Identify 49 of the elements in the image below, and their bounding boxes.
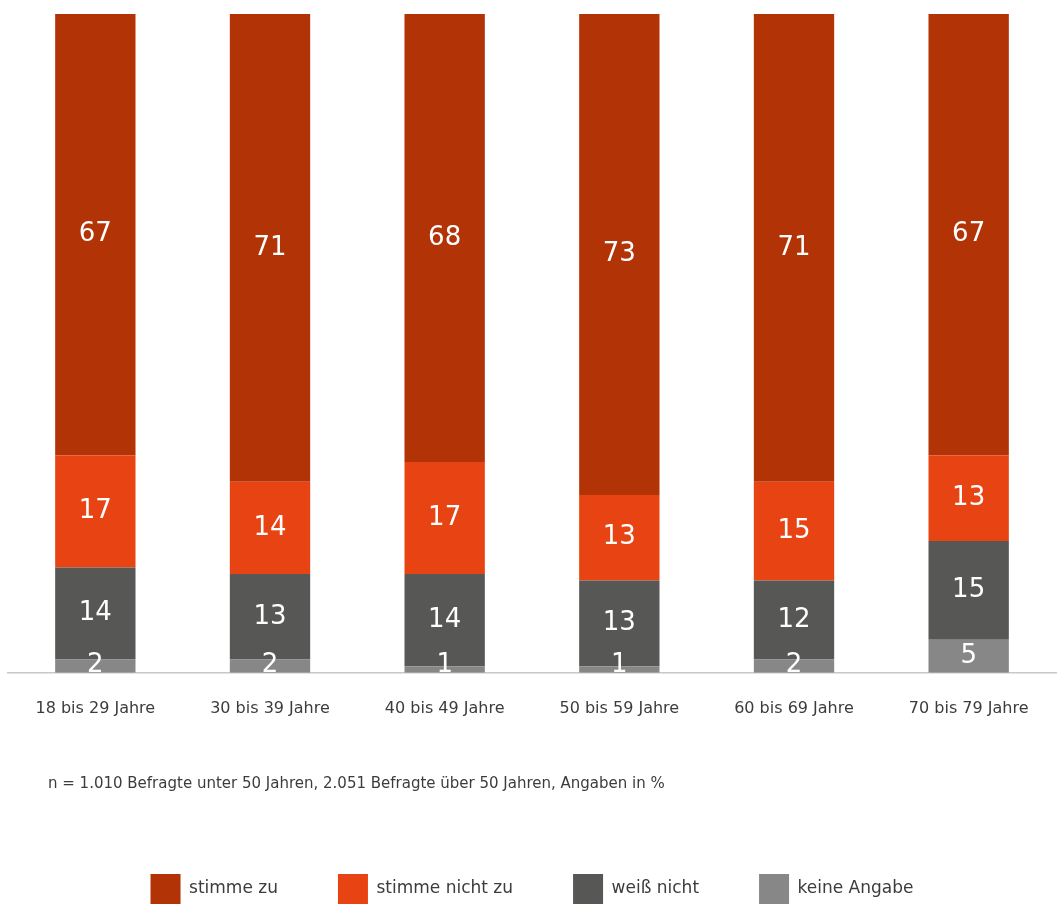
bar	[229, 481, 311, 574]
bar	[55, 455, 136, 568]
data-label: 68	[428, 220, 462, 251]
bar	[928, 541, 1009, 640]
data-label: 2	[87, 647, 104, 678]
x-tick-label: 18 bis 29 Jahre	[35, 697, 156, 717]
data-label: 67	[78, 217, 112, 248]
bar	[579, 494, 660, 581]
x-tick-label: 40 bis 49 Jahre	[384, 697, 505, 717]
data-label: 13	[602, 606, 636, 637]
data-label: 13	[952, 480, 986, 511]
data-label: 2	[261, 647, 279, 678]
data-label: 14	[78, 596, 112, 627]
bar	[404, 14, 485, 462]
data-label: 71	[777, 230, 811, 261]
bar	[928, 639, 1009, 673]
x-tick-label: 50 bis 59 Jahre	[559, 697, 680, 717]
bar	[229, 14, 311, 482]
text: n = 1.010 Befragte unter 50 Jahren, 2.051 Befragte über 50 Jahren, Angaben in %	[48, 773, 665, 792]
bar	[753, 14, 835, 482]
x-tick-label: 70 bis 79 Jahre	[908, 697, 1029, 717]
data-label: 5	[960, 639, 977, 670]
bar	[753, 481, 835, 581]
data-label: 14	[253, 510, 287, 541]
legend-label: keine Angabe	[797, 877, 914, 898]
legend-label: weiß nicht	[611, 877, 700, 898]
data-label: 12	[777, 602, 811, 633]
x-tick-label: 60 bis 69 Jahre	[734, 697, 854, 717]
data-label: 17	[78, 494, 112, 525]
bar	[928, 455, 1009, 542]
bar	[55, 14, 136, 456]
data-label: 15	[952, 573, 986, 604]
bar	[928, 14, 1009, 456]
data-label: 13	[253, 599, 287, 630]
data-label: 2	[785, 647, 803, 678]
bar	[579, 14, 660, 495]
data-label: 71	[253, 230, 287, 261]
data-label: 13	[602, 520, 636, 551]
legend-label: stimme nicht zu	[376, 877, 514, 898]
legend-label: stimme zu	[189, 877, 278, 898]
data-label: 1	[436, 647, 453, 678]
data-label: 73	[602, 237, 636, 268]
data-label: 15	[777, 513, 811, 544]
data-label: 17	[428, 500, 462, 531]
bar	[404, 461, 485, 574]
x-tick-label: 30 bis 39 Jahre	[210, 697, 330, 717]
data-label: 1	[611, 647, 628, 678]
data-label: 14	[428, 602, 462, 633]
data-label: 67	[952, 217, 986, 248]
